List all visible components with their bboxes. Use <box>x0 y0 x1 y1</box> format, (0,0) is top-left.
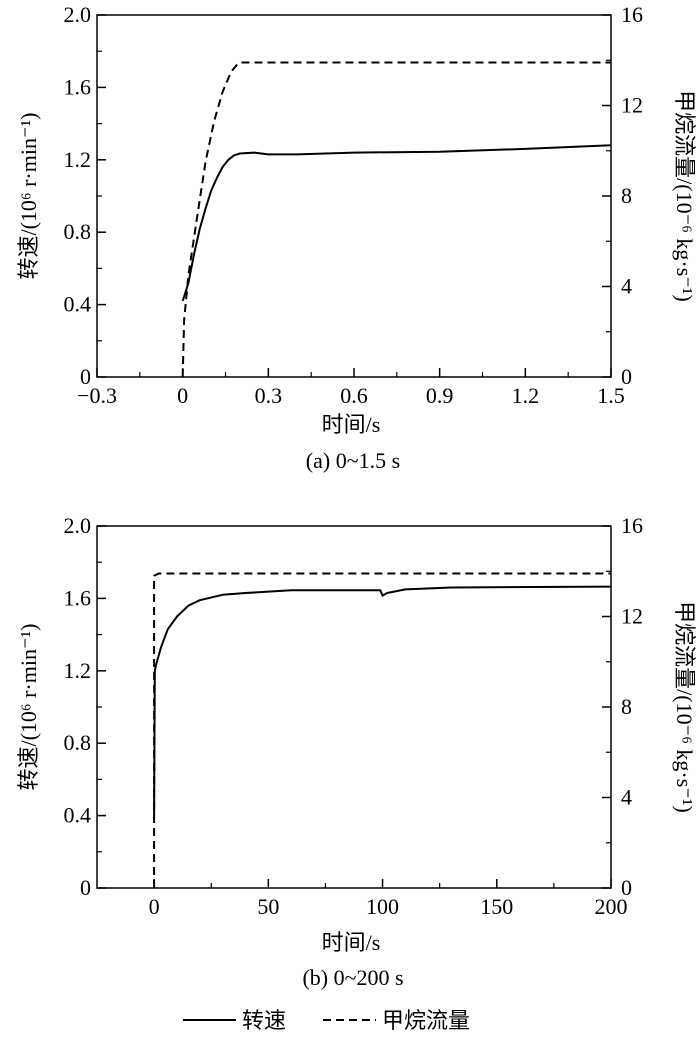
x-tick-label: 1.5 <box>597 383 625 408</box>
y-right-tick-label: 12 <box>621 604 643 629</box>
x-tick-label: 0.6 <box>340 383 368 408</box>
panel-a: −0.3 0 0.3 0.6 0.9 1.2 1.500.40.81.21.62.00481… <box>16 2 697 473</box>
series-line-speed-a <box>181 144 612 302</box>
x-tick-label: 50 <box>257 894 279 919</box>
y-right-tick-label: 8 <box>621 694 632 719</box>
legend-label-speed: 转速 <box>242 1008 286 1033</box>
x-tick-label: 0.9 <box>426 383 454 408</box>
legend-label-flow: 甲烷流量 <box>382 1008 470 1033</box>
y-right-tick-label: 12 <box>621 93 643 118</box>
x-tick-label: 0 <box>149 894 160 919</box>
caption-b: (b) 0~200 s <box>302 965 403 990</box>
plot-frame-a <box>96 14 612 378</box>
x-tick-label: 100 <box>366 894 399 919</box>
legend: 转速 甲烷流量 <box>183 1008 470 1033</box>
y-right-tick-label: 0 <box>621 875 632 900</box>
y-left-tick-label: 0.4 <box>64 292 92 317</box>
x-tick-label: 1.2 <box>512 383 540 408</box>
y-left-tick-label: 1.6 <box>64 74 92 99</box>
y-axis-right-label-a: 甲烷流量/(10⁻⁶ kg·s⁻¹) <box>672 90 697 302</box>
y-right-tick-label: 4 <box>621 785 632 810</box>
plot-frame-b <box>96 525 612 889</box>
y-left-tick-label: 2.0 <box>64 513 92 538</box>
x-tick-label: 200 <box>595 894 628 919</box>
y-left-tick-label: 0 <box>80 875 91 900</box>
y-axis-left-label-a: 转速/(10⁶ r·min⁻¹) <box>16 112 41 279</box>
series-line-flow-a <box>181 61 611 378</box>
ticks-a: −0.3 0 0.3 0.6 0.9 1.2 1.500.40.81.21.62.00481… <box>64 2 644 408</box>
y-left-tick-label: 1.2 <box>64 147 92 172</box>
x-tick-label: 150 <box>480 894 513 919</box>
x-axis-label-b: 时间/s <box>322 930 381 955</box>
y-left-tick-label: 0.8 <box>64 219 92 244</box>
series-line-speed-b <box>153 585 612 816</box>
y-right-tick-label: 16 <box>621 2 643 27</box>
caption-a: (a) 0~1.5 s <box>306 448 400 473</box>
y-right-tick-label: 4 <box>621 274 632 299</box>
y-left-tick-label: 0 <box>80 364 91 389</box>
y-axis-right-label-b: 甲烷流量/(10⁻⁶ kg·s⁻¹) <box>672 601 697 813</box>
series-a <box>181 61 612 378</box>
y-right-tick-label: 16 <box>621 513 643 538</box>
series-b <box>153 572 612 888</box>
x-tick-label: 0.3 <box>255 383 283 408</box>
y-right-tick-label: 8 <box>621 183 632 208</box>
series-line-flow-b <box>153 572 611 888</box>
y-axis-left-label-b: 转速/(10⁶ r·min⁻¹) <box>16 623 41 790</box>
x-tick-label: 0 <box>177 383 188 408</box>
y-left-tick-label: 0.4 <box>64 803 92 828</box>
y-left-tick-label: 1.2 <box>64 658 92 683</box>
x-tick-label: −0.3 <box>77 383 117 408</box>
y-left-tick-label: 1.6 <box>64 585 92 610</box>
y-left-tick-label: 2.0 <box>64 2 92 27</box>
y-right-tick-label: 0 <box>621 364 632 389</box>
x-axis-label-a: 时间/s <box>322 412 381 437</box>
y-left-tick-label: 0.8 <box>64 730 92 755</box>
